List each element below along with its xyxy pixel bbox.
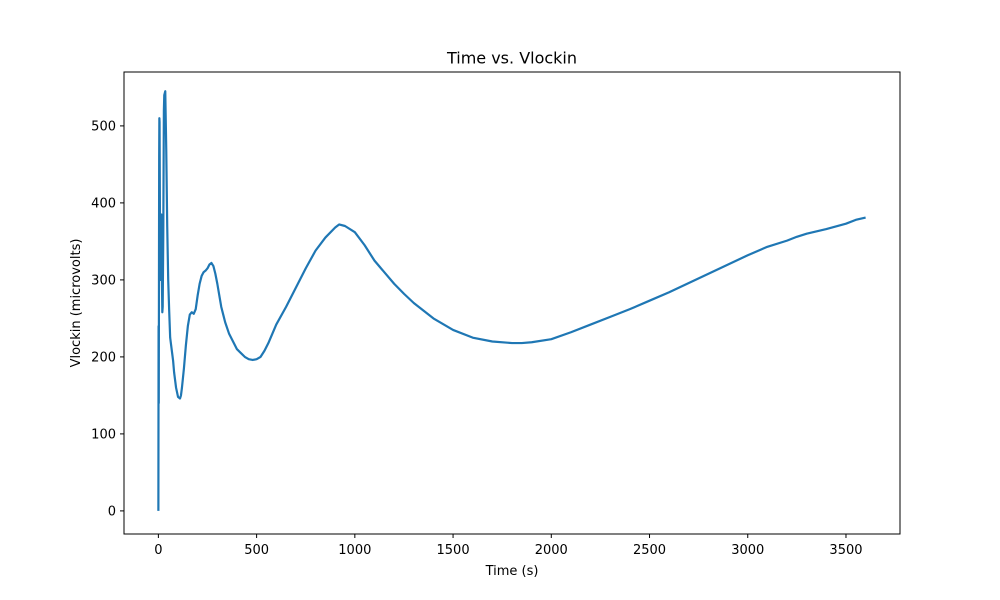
x-tick-label: 500 [244,543,269,558]
x-tick-label: 3500 [829,543,862,558]
y-axis-label: Vlockin (microvolts) [69,239,84,368]
y-tick-label: 300 [91,273,116,288]
x-tick-label: 1500 [437,543,470,558]
y-tick-label: 200 [91,350,116,365]
x-tick-label: 2500 [633,543,666,558]
plot-area [157,90,866,511]
series-line-0 [157,90,866,511]
x-axis-label: Time (s) [485,564,539,579]
x-tick-label: 0 [154,543,162,558]
y-tick-label: 100 [91,427,116,442]
y-tick-label: 500 [91,119,116,134]
axes-frame [123,71,901,535]
y-tick-label: 400 [91,196,116,211]
x-axis: 0 500 1000 1500 2000 2500 3000 3500 [154,534,863,558]
y-axis: 0 100 200 300 400 500 [91,119,124,519]
x-tick-label: 2000 [535,543,568,558]
x-tick-label: 1000 [338,543,371,558]
chart-title: Time vs. Vlockin [446,49,577,68]
y-tick-label: 0 [108,504,116,519]
x-tick-label: 3000 [731,543,764,558]
